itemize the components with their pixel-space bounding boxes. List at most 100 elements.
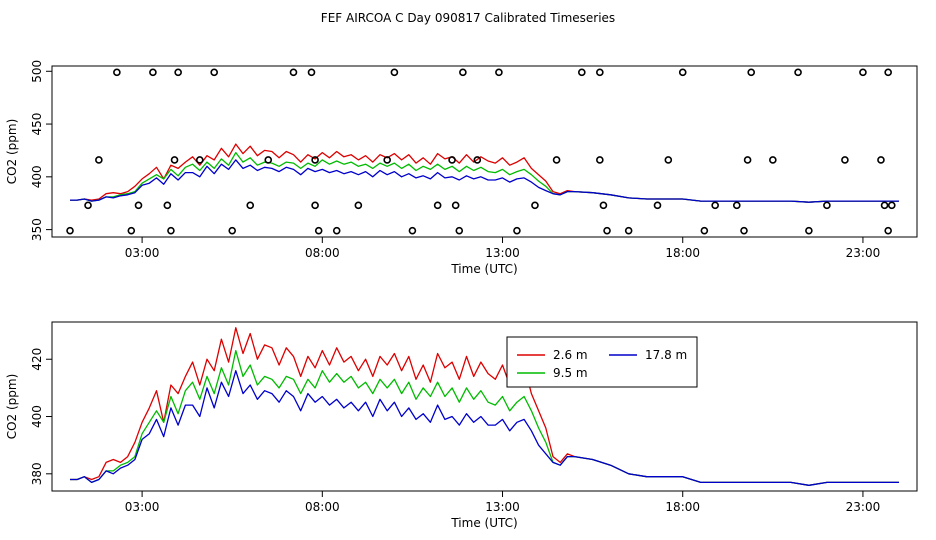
legend-label-h178: 17.8 m <box>645 348 687 362</box>
series-line-h95 <box>70 151 899 203</box>
scatter-point <box>664 156 673 164</box>
scatter-point <box>700 226 709 235</box>
scatter-point <box>743 156 752 164</box>
scatter-point <box>113 68 121 77</box>
y-tick-label: 450 <box>30 113 44 136</box>
scatter-point <box>747 68 756 77</box>
scatter-point <box>596 156 604 164</box>
scatter-point <box>195 156 204 164</box>
x-tick-label: 03:00 <box>125 500 160 514</box>
scatter-point <box>390 68 399 77</box>
scatter-point <box>653 201 662 210</box>
scatter-point <box>408 226 417 235</box>
scatter-point <box>841 156 849 164</box>
scatter-point <box>307 68 316 77</box>
scatter-point <box>163 201 172 210</box>
scatter-point <box>170 156 179 164</box>
y-tick-label: 380 <box>30 462 44 485</box>
scatter-point <box>884 226 892 235</box>
x-tick-label: 23:00 <box>846 500 881 514</box>
scatter-point <box>880 201 889 210</box>
scatter-point <box>732 201 741 210</box>
series-line-h26 <box>70 327 899 486</box>
scatter-point <box>603 226 611 235</box>
scatter-point <box>228 226 237 235</box>
y-tick-label: 400 <box>30 405 44 428</box>
plot-area <box>70 327 899 486</box>
scatter-point <box>451 201 460 210</box>
x-tick-label: 23:00 <box>846 246 881 260</box>
scatter-point <box>383 156 391 164</box>
scatter-point <box>246 201 255 210</box>
scatter-point <box>887 201 896 210</box>
scatter-point <box>877 156 885 164</box>
scatter-point <box>596 68 604 77</box>
y-tick-label: 420 <box>30 348 44 371</box>
figure-title: FEF AIRCOA C Day 090817 Calibrated Times… <box>321 11 615 25</box>
y-axis-label: CO2 (ppm) <box>5 374 19 440</box>
scatter-point <box>859 68 867 77</box>
scatter-point <box>678 68 687 77</box>
y-axis-label: CO2 (ppm) <box>5 119 19 185</box>
scatter-point <box>354 201 363 210</box>
scatter-point <box>127 226 136 235</box>
scatter-point <box>805 226 813 235</box>
scatter-point <box>769 156 777 164</box>
scatter-point <box>95 156 103 164</box>
scatter-point <box>289 68 298 77</box>
scatter-point <box>167 226 175 235</box>
x-tick-label: 13:00 <box>485 500 520 514</box>
scatter-point <box>823 201 831 210</box>
scatter-point <box>311 201 319 210</box>
legend: 2.6 m 17.8 m 9.5 m <box>506 336 698 388</box>
plot-area <box>66 68 899 235</box>
scatter-point <box>66 226 74 235</box>
x-axis-label: Time (UTC) <box>450 262 517 276</box>
scatter-point <box>599 201 608 210</box>
scatter-point <box>149 68 157 77</box>
x-axis-label: Time (UTC) <box>450 516 517 530</box>
top-panel: 03:00 08:00 13:00 18:00 23:00 Time (UTC) 350 40… <box>5 60 918 276</box>
scatter-point <box>134 201 143 210</box>
plot-frame <box>51 65 918 238</box>
scatter-point <box>624 226 633 235</box>
scatter-point <box>552 156 561 164</box>
x-tick-label: 08:00 <box>305 246 340 260</box>
y-tick-label: 350 <box>30 218 44 241</box>
scatter-point <box>740 226 748 235</box>
legend-box <box>506 336 698 388</box>
scatter-point <box>174 68 182 77</box>
series-line-h95 <box>70 349 899 486</box>
scatter-point <box>448 156 456 164</box>
y-tick-label: 500 <box>30 60 44 83</box>
scatter-point <box>210 68 218 77</box>
series-line-h178 <box>70 370 899 486</box>
scatter-point <box>794 68 802 77</box>
scatter-point <box>332 226 341 235</box>
scatter-point <box>459 68 467 77</box>
scatter-point <box>513 226 521 235</box>
x-tick-label: 03:00 <box>125 246 160 260</box>
scatter-point <box>711 201 719 210</box>
scatter-point <box>531 201 539 210</box>
x-tick-label: 18:00 <box>665 500 700 514</box>
scatter-point <box>314 226 323 235</box>
scatter-point <box>495 68 503 77</box>
scatter-point <box>455 226 464 235</box>
plot-frame <box>51 321 918 492</box>
scatter-point <box>311 156 319 164</box>
x-tick-label: 18:00 <box>665 246 700 260</box>
x-tick-label: 13:00 <box>485 246 520 260</box>
scatter-point <box>84 201 92 210</box>
scatter-point <box>884 68 892 77</box>
scatter-point <box>473 156 482 164</box>
legend-label-h26: 2.6 m <box>553 348 588 362</box>
scatter-point <box>264 156 273 164</box>
x-tick-label: 08:00 <box>305 500 340 514</box>
scatter-point <box>433 201 442 210</box>
scatter-point <box>578 68 586 77</box>
bottom-panel: 03:00 08:00 13:00 18:00 23:00 Time (UTC) 380 40… <box>5 321 918 530</box>
legend-label-h95: 9.5 m <box>553 366 588 380</box>
y-tick-label: 400 <box>30 165 44 188</box>
